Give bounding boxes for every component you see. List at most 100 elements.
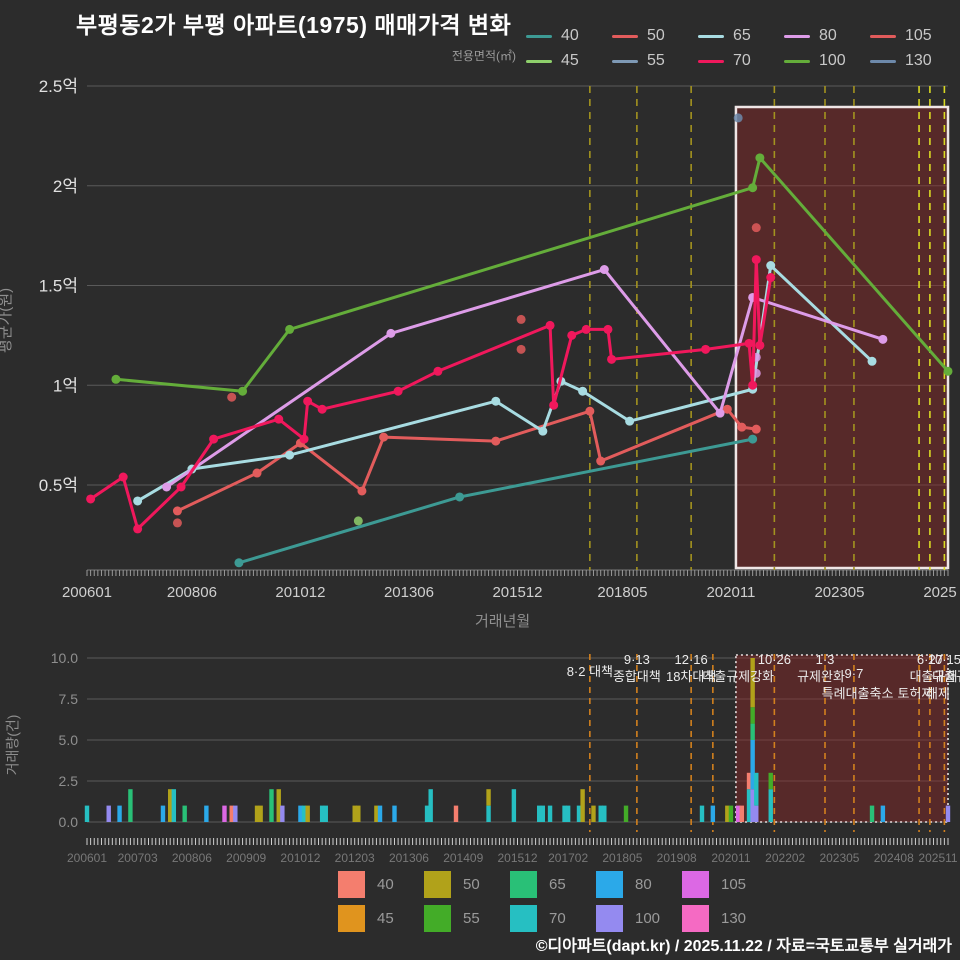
volume-legend-item-55[interactable]: 55 — [424, 903, 510, 933]
volume-bar-70 — [602, 805, 607, 822]
highlight-region-main — [734, 105, 950, 570]
volume-legend-item-80[interactable]: 80 — [596, 869, 682, 899]
volume-legend-item-50[interactable]: 50 — [424, 869, 510, 899]
volume-bar-50 — [374, 805, 379, 822]
volume-bar-40 — [746, 772, 752, 790]
legend-square-swatch — [682, 870, 709, 898]
legend-item-label: 80 — [819, 27, 837, 44]
volume-bar-50 — [591, 805, 596, 822]
legend-item-label: 100 — [819, 52, 846, 69]
volume-bar-100 — [233, 805, 238, 822]
series-45 — [353, 516, 363, 526]
legend-square-swatch — [338, 870, 365, 898]
series-105 — [227, 223, 761, 402]
legend-item-65[interactable]: 65 — [698, 27, 784, 45]
volume-bar-70 — [562, 805, 567, 822]
volume-bar-100 — [754, 805, 759, 822]
legend-line-swatch — [870, 34, 896, 38]
legend-item-70[interactable]: 70 — [698, 52, 784, 70]
svg-text:1억: 1억 — [53, 376, 78, 395]
volume-bar-70 — [428, 789, 433, 822]
series-130 — [733, 113, 743, 123]
legend-item-40[interactable]: 40 — [526, 27, 612, 45]
volume-bar-80 — [377, 805, 383, 822]
volume-legend-item-70[interactable]: 70 — [510, 903, 596, 933]
volume-bar-70 — [171, 789, 177, 822]
volume-legend-item-label: 40 — [377, 875, 394, 893]
legend-item-label: 105 — [905, 27, 932, 44]
svg-text:12·16: 12·16 — [675, 652, 708, 667]
legend-item-80[interactable]: 80 — [784, 27, 870, 45]
volume-bar-80 — [117, 805, 122, 822]
svg-text:202011: 202011 — [706, 584, 755, 601]
svg-text:201203: 201203 — [335, 851, 375, 865]
legend-line-swatch — [784, 34, 810, 38]
volume-legend-item-40[interactable]: 40 — [338, 869, 424, 899]
series-100 — [111, 153, 953, 396]
svg-text:7.5: 7.5 — [59, 691, 79, 707]
svg-text:대출규제: 대출규제 — [932, 669, 960, 684]
volume-bar-70 — [699, 805, 705, 822]
svg-text:200601: 200601 — [62, 584, 112, 601]
legend-item-55[interactable]: 55 — [612, 52, 698, 70]
svg-text:대출규제: 대출규제 — [910, 669, 958, 684]
svg-text:1·3: 1·3 — [816, 652, 835, 667]
svg-text:대출규제강화: 대출규제강화 — [702, 669, 774, 684]
volume-bar-80 — [298, 805, 303, 822]
svg-text:2억: 2억 — [53, 177, 78, 196]
volume-bar-40 — [229, 805, 234, 822]
svg-text:200909: 200909 — [226, 851, 266, 865]
legend-item-label: 50 — [647, 27, 665, 44]
volume-bar-50 — [258, 805, 263, 822]
footer-credit: ©디아파트(dapt.kr) / 2025.11.22 / 자료=국토교통부 실… — [535, 938, 952, 955]
svg-text:10.0: 10.0 — [51, 650, 78, 666]
volume-bar-50 — [580, 789, 585, 822]
legend-item-50[interactable]: 50 — [612, 27, 698, 45]
legend-line-swatch — [870, 59, 896, 63]
svg-text:6·27: 6·27 — [917, 652, 943, 667]
legend-item-label: 70 — [733, 52, 751, 69]
volume-bar-50 — [486, 789, 491, 806]
svg-text:10·26: 10·26 — [758, 652, 791, 667]
series-70 — [86, 255, 776, 534]
volume-bar-70 — [486, 805, 491, 822]
volume-bar-50 — [168, 789, 173, 822]
volume-bar-70 — [301, 805, 307, 822]
svg-text:201805: 201805 — [597, 584, 647, 601]
legend-item-45[interactable]: 45 — [526, 52, 612, 70]
volume-legend-item-label: 55 — [463, 909, 480, 927]
volume-legend-item-label: 70 — [549, 909, 566, 927]
volume-bar-55 — [728, 805, 734, 822]
volume-legend-item-45[interactable]: 45 — [338, 903, 424, 933]
volume-bar-55 — [750, 707, 755, 724]
svg-text:200601: 200601 — [67, 851, 107, 865]
legend-item-105[interactable]: 105 — [870, 27, 956, 45]
svg-text:201306: 201306 — [384, 584, 434, 601]
volume-legend-item-105[interactable]: 105 — [682, 869, 768, 899]
legend-item-label: 65 — [733, 27, 751, 44]
legend-square-swatch — [338, 904, 365, 932]
svg-text:2.5: 2.5 — [59, 773, 79, 789]
volume-legend-item-label: 80 — [635, 875, 652, 893]
volume-legend-item-130[interactable]: 130 — [682, 903, 768, 933]
legend-item-100[interactable]: 100 — [784, 52, 870, 70]
legend-square-swatch — [596, 870, 623, 898]
volume-bar-70 — [537, 805, 542, 822]
volume-legend-item-label: 45 — [377, 909, 394, 927]
volume-legend-item-100[interactable]: 100 — [596, 903, 682, 933]
volume-bar-70 — [565, 805, 571, 822]
svg-text:종합대책: 종합대책 — [613, 669, 661, 684]
volume-legend-item-label: 100 — [635, 909, 661, 927]
svg-text:1.5억: 1.5억 — [39, 277, 78, 296]
volume-bar-65 — [869, 805, 875, 822]
volume-bar-40 — [739, 805, 744, 822]
volume-bar-100 — [945, 805, 951, 822]
legend-item-130[interactable]: 130 — [870, 52, 956, 70]
volume-bar-80 — [750, 740, 755, 790]
svg-text:201805: 201805 — [602, 851, 642, 865]
volume-bar-70 — [547, 805, 553, 822]
svg-text:201908: 201908 — [657, 851, 697, 865]
volume-legend-item-65[interactable]: 65 — [510, 869, 596, 899]
volume-bar-80 — [204, 805, 209, 822]
